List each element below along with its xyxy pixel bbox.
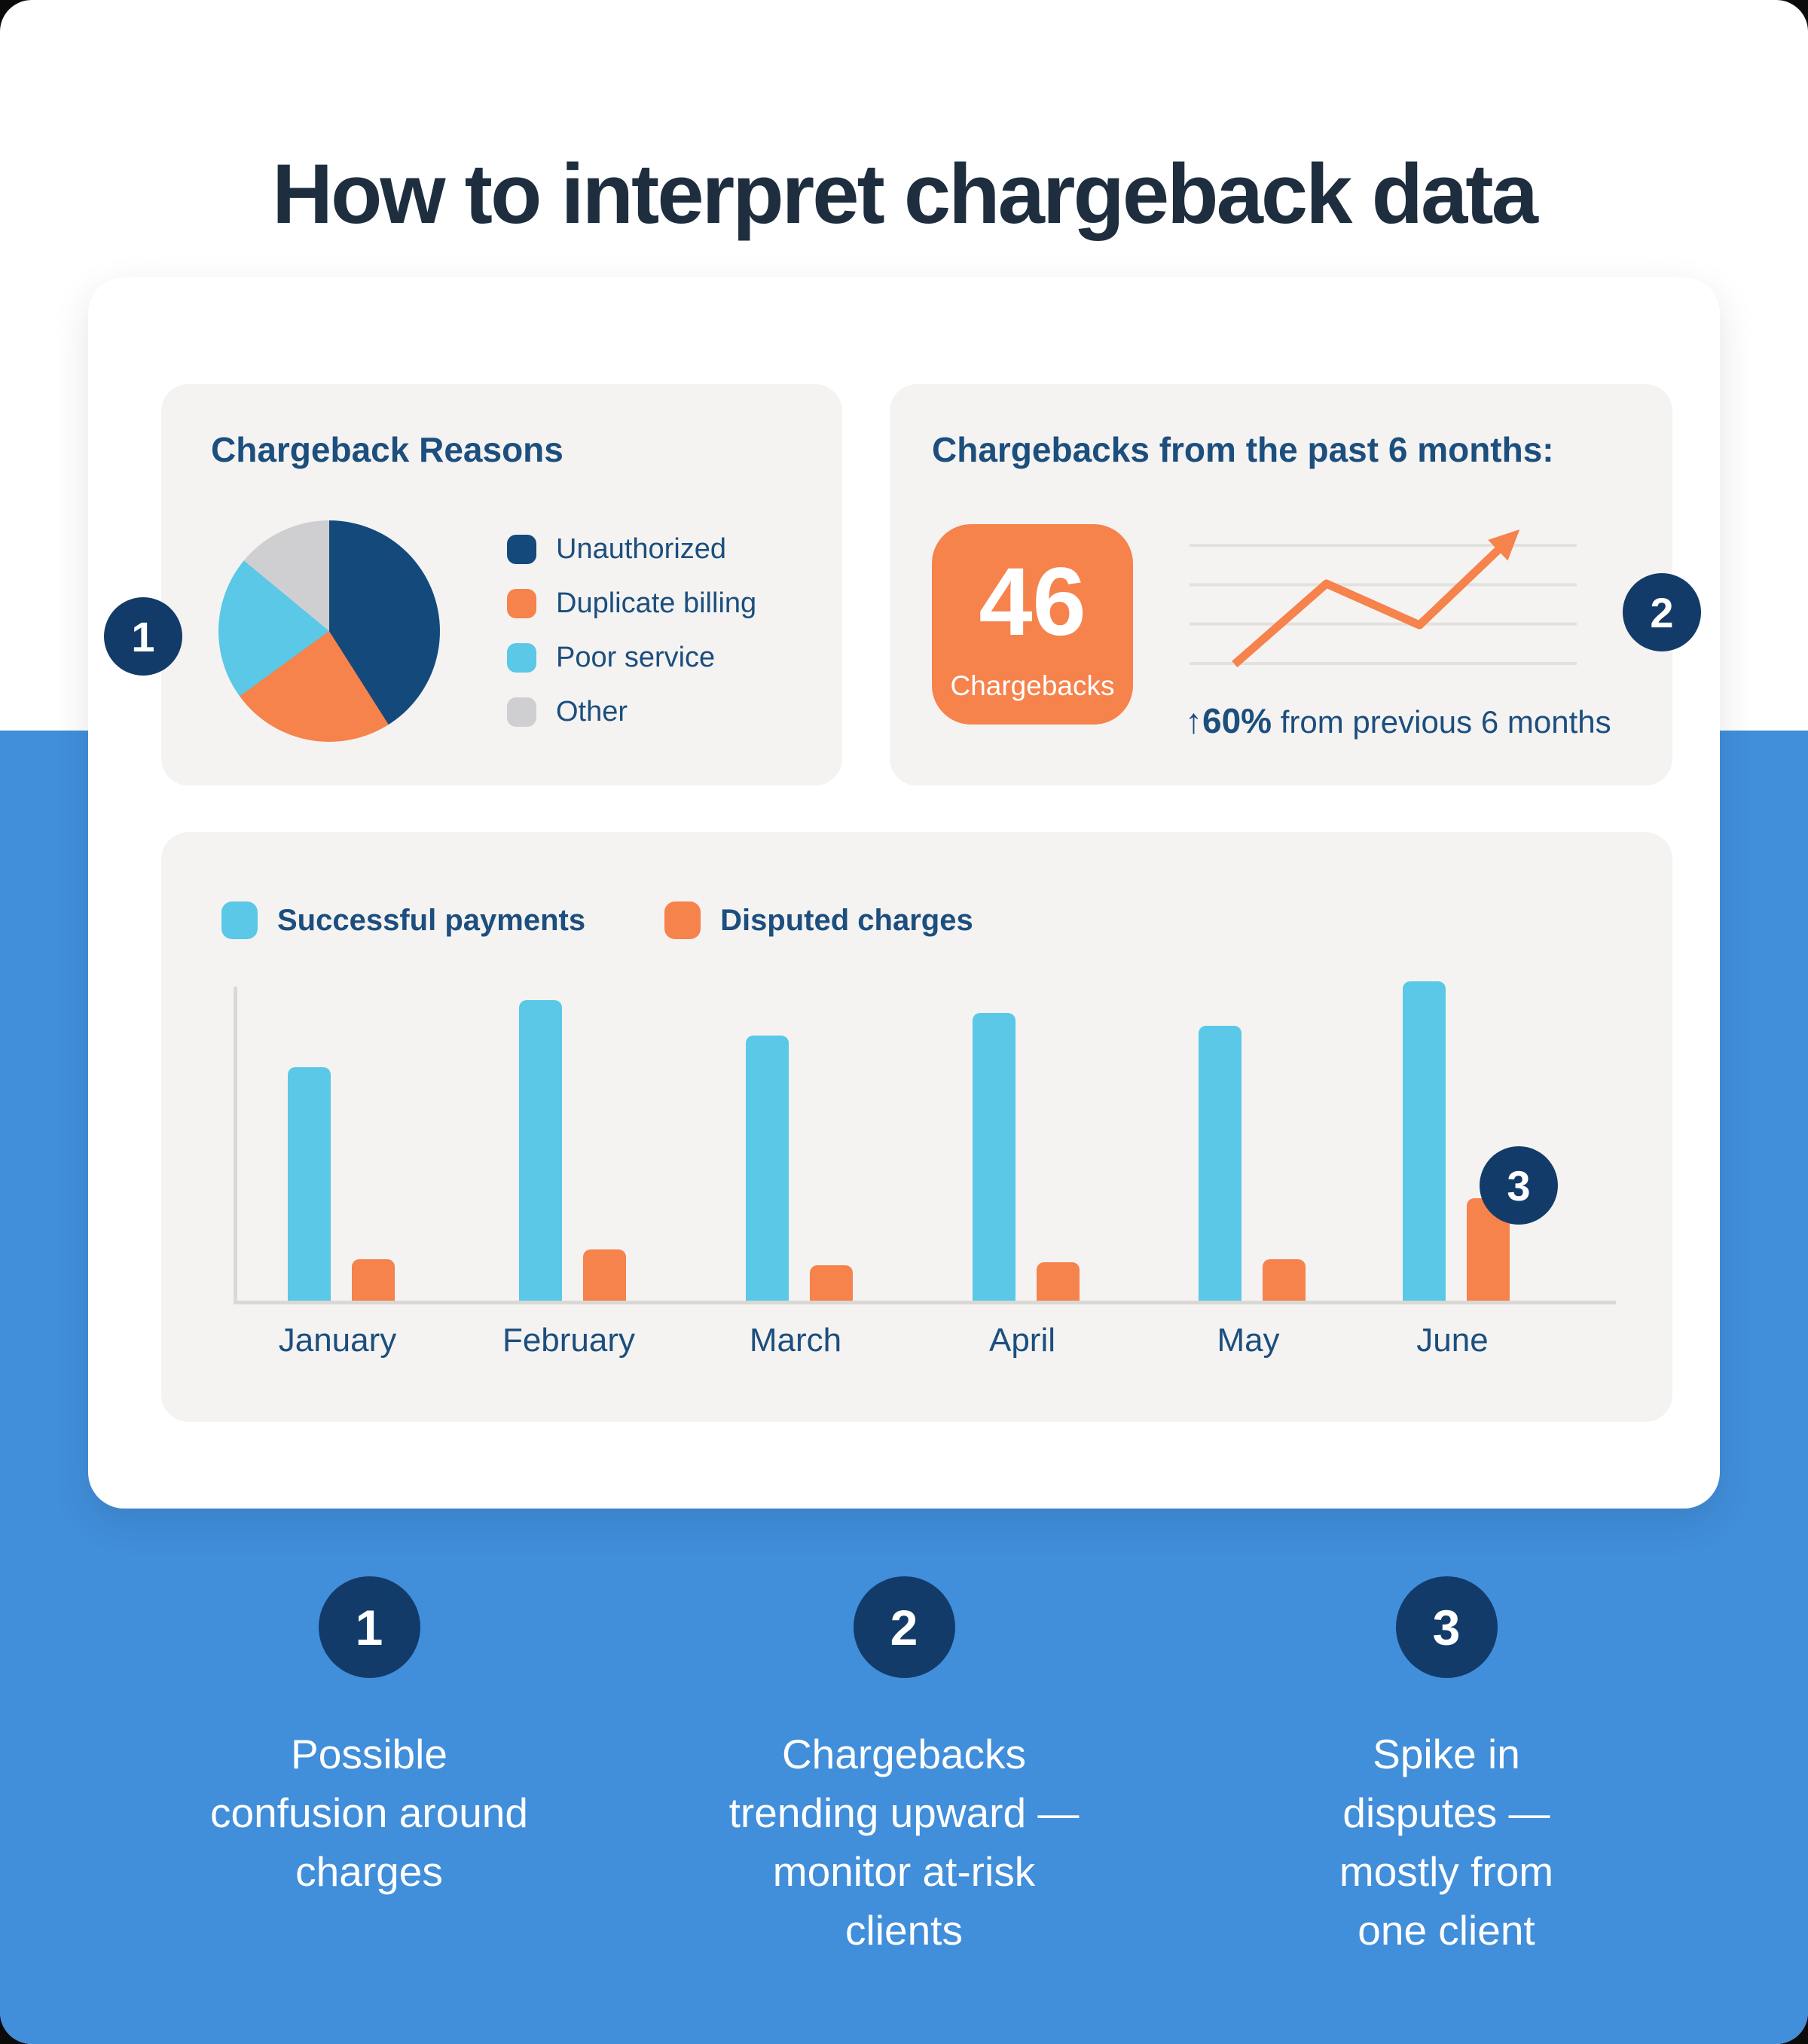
disputed-charges-bar [583, 1249, 626, 1301]
six-month-trend-panel: Chargebacks from the past 6 months: 46 C… [890, 384, 1672, 786]
chargeback-count-stat: 46 Chargebacks [932, 524, 1133, 725]
callout-2: 2 Chargebacks trending upward — monitor … [693, 1576, 1115, 1960]
trend-panel-heading: Chargebacks from the past 6 months: [932, 430, 1554, 469]
month-label: January [278, 1322, 397, 1359]
month-label: June [1416, 1322, 1489, 1359]
callout-1-number: 1 [318, 1576, 420, 1678]
successful-payments-bar [519, 1000, 562, 1301]
disputed-charges-bar [810, 1265, 853, 1301]
disputed-charges-bar [1263, 1259, 1306, 1301]
legend-label: Poor service [556, 642, 716, 673]
chargeback-reasons-pie-chart [218, 520, 440, 742]
legend-label: Successful payments [277, 903, 586, 937]
callout-3: 3 Spike in disputes — mostly from one cl… [1235, 1576, 1657, 1960]
callout-1-text: Possible confusion around charges [210, 1731, 528, 1896]
callout-3-text: Spike in disputes — mostly from one clie… [1339, 1731, 1554, 1954]
month-label: April [988, 1322, 1056, 1359]
disputed-charges-bar [1037, 1262, 1080, 1301]
bar-chart-legend: Successful payments Disputed charges [221, 901, 973, 939]
pie-legend-item: Other [507, 696, 756, 728]
legend-swatch-icon [507, 643, 536, 673]
legend-label: Other [556, 696, 628, 728]
dashboard-card: Chargeback Reasons Unauthorized Duplicate… [88, 277, 1720, 1509]
bar-legend-item: Disputed charges [664, 901, 973, 939]
stat-label: Chargebacks [950, 670, 1115, 701]
pie-legend: Unauthorized Duplicate billing Poor servic… [507, 533, 756, 728]
callout-2-number: 2 [853, 1576, 955, 1678]
chargeback-reasons-panel: Chargeback Reasons Unauthorized Duplicate… [161, 384, 842, 786]
callout-marker-2: 2 [1623, 573, 1701, 651]
pie-legend-item: Poor service [507, 642, 756, 674]
trend-caption: ↑60% from previous 6 months [1185, 700, 1611, 741]
callout-marker-1: 1 [104, 597, 182, 676]
bar-chart-baseline [234, 1301, 1616, 1304]
pie-panel-heading: Chargeback Reasons [211, 430, 563, 469]
legend-swatch-icon [664, 901, 701, 939]
successful-payments-bar [1403, 981, 1446, 1301]
disputed-charges-bar [352, 1259, 395, 1301]
legend-swatch-icon [221, 901, 258, 939]
legend-label: Duplicate billing [556, 587, 757, 619]
legend-swatch-icon [507, 589, 536, 618]
pie-legend-item: Unauthorized [507, 533, 756, 566]
callout-2-text: Chargebacks trending upward — monitor at… [728, 1731, 1080, 1954]
pie-legend-item: Duplicate billing [507, 587, 756, 620]
stat-value: 46 [979, 548, 1086, 656]
monthly-bar-chart [234, 981, 1616, 1301]
monthly-payments-panel: Successful payments Disputed charges Janu… [161, 832, 1672, 1422]
page-title: How to interpret chargeback data [272, 147, 1538, 242]
legend-label: Unauthorized [556, 533, 727, 565]
successful-payments-bar [746, 1036, 789, 1301]
bar-legend-item: Successful payments [221, 901, 585, 939]
callout-1: 1 Possible confusion around charges [158, 1576, 580, 1901]
month-label: May [1217, 1322, 1280, 1359]
trend-caption-rest: from previous 6 months [1272, 704, 1611, 740]
callout-3-number: 3 [1395, 1576, 1498, 1678]
trend-arrowhead-icon [1488, 529, 1520, 561]
successful-payments-bar [973, 1013, 1015, 1301]
month-label: February [502, 1322, 636, 1359]
legend-label: Disputed charges [720, 903, 973, 937]
trend-percent: ↑60% [1185, 701, 1272, 740]
successful-payments-bar [1199, 1026, 1241, 1301]
trend-line-chart [1190, 529, 1577, 668]
legend-swatch-icon [507, 535, 536, 564]
successful-payments-bar [288, 1067, 331, 1301]
month-label: March [749, 1322, 842, 1359]
legend-swatch-icon [507, 697, 536, 727]
callout-marker-3: 3 [1480, 1146, 1558, 1225]
